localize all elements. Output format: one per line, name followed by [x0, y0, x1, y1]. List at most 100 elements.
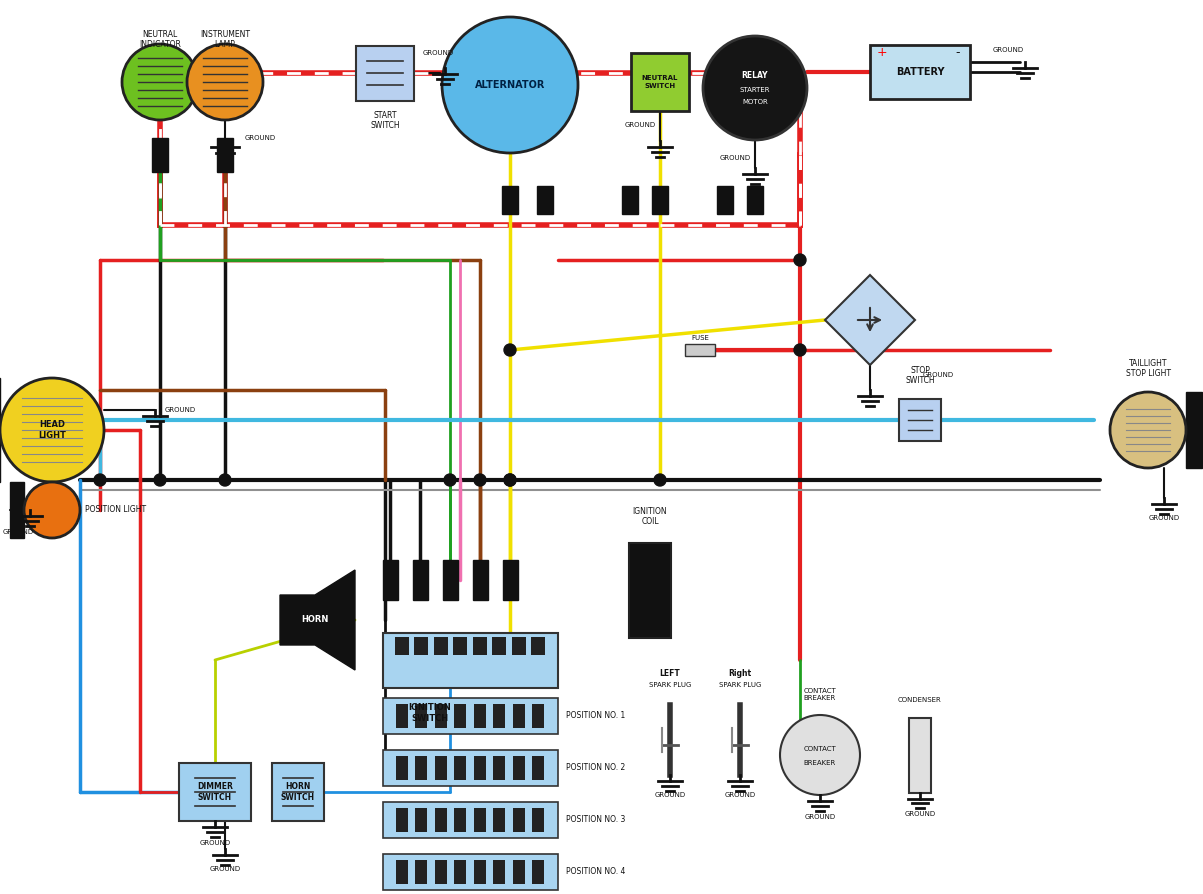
Bar [909, 718, 931, 792]
Bar [747, 186, 763, 214]
Bar [685, 344, 715, 356]
Bar [434, 859, 446, 883]
Bar [512, 859, 525, 883]
Text: HEAD
LIGHT: HEAD LIGHT [38, 420, 66, 440]
Bar [537, 186, 553, 214]
Bar [396, 859, 408, 883]
Text: POSITION NO. 3: POSITION NO. 3 [565, 815, 624, 824]
Text: MOTOR: MOTOR [742, 99, 768, 105]
Bar [493, 807, 505, 831]
Text: GROUND: GROUND [209, 866, 241, 872]
Text: IGNITION
SWITCH: IGNITION SWITCH [409, 704, 451, 723]
Text: Right: Right [729, 669, 752, 678]
Bar [383, 560, 397, 600]
Bar [10, 482, 24, 538]
FancyBboxPatch shape [356, 46, 414, 100]
Text: -: - [955, 46, 960, 60]
Circle shape [442, 17, 577, 153]
Polygon shape [825, 275, 915, 365]
Bar [503, 560, 517, 600]
Circle shape [219, 474, 231, 486]
Text: START
SWITCH: START SWITCH [371, 111, 399, 130]
Bar [1186, 392, 1202, 468]
Text: NEUTRAL
SWITCH: NEUTRAL SWITCH [642, 75, 678, 89]
Text: IGNITION
COIL: IGNITION COIL [633, 507, 668, 527]
Bar [474, 859, 486, 883]
Bar [632, 53, 689, 111]
FancyBboxPatch shape [179, 763, 251, 821]
Bar [474, 704, 486, 728]
Text: FUSE: FUSE [691, 335, 709, 341]
Text: POSITION LIGHT: POSITION LIGHT [85, 505, 146, 515]
Text: GROUND: GROUND [626, 122, 656, 128]
Text: DIMMER
SWITCH: DIMMER SWITCH [197, 782, 233, 802]
Bar [455, 755, 467, 780]
Bar [492, 637, 506, 654]
Circle shape [794, 254, 806, 266]
Text: SPARK PLUG: SPARK PLUG [648, 682, 692, 688]
Circle shape [654, 474, 666, 486]
Bar [511, 637, 526, 654]
Circle shape [186, 44, 263, 120]
Bar [415, 859, 427, 883]
Text: POSITION NO. 2: POSITION NO. 2 [565, 763, 624, 772]
Bar [415, 755, 427, 780]
Bar [455, 807, 467, 831]
Circle shape [122, 44, 198, 120]
Text: BATTERY: BATTERY [896, 67, 944, 77]
Bar [717, 186, 733, 214]
Bar [396, 755, 408, 780]
Bar [502, 186, 518, 214]
Text: GROUND: GROUND [165, 407, 196, 413]
Bar [414, 637, 428, 654]
Text: GROUND: GROUND [245, 135, 277, 141]
Bar [434, 807, 446, 831]
Bar [383, 802, 557, 838]
Text: NEUTRAL
INDICATOR: NEUTRAL INDICATOR [140, 30, 180, 49]
Circle shape [780, 715, 860, 795]
Circle shape [154, 474, 166, 486]
Bar [395, 637, 409, 654]
Text: CONTACT: CONTACT [804, 746, 836, 752]
Text: GROUND: GROUND [905, 812, 936, 817]
Text: GROUND: GROUND [992, 47, 1024, 53]
Bar [454, 637, 467, 654]
Text: GROUND: GROUND [654, 792, 686, 798]
Circle shape [24, 482, 81, 538]
Circle shape [504, 344, 516, 356]
Text: GROUND: GROUND [805, 814, 836, 820]
Bar [434, 755, 446, 780]
Text: CONTACT
BREAKER: CONTACT BREAKER [804, 688, 836, 701]
Circle shape [1110, 392, 1186, 468]
FancyBboxPatch shape [899, 399, 941, 441]
Bar [629, 543, 671, 637]
Bar [493, 704, 505, 728]
Text: HORN: HORN [301, 615, 328, 625]
Text: LEFT: LEFT [659, 669, 681, 678]
Bar [413, 560, 427, 600]
Bar [415, 807, 427, 831]
Text: GROUND: GROUND [423, 50, 454, 56]
Text: GROUND: GROUND [923, 372, 954, 378]
Text: GROUND: GROUND [724, 792, 755, 798]
Text: CONDENSER: CONDENSER [899, 697, 942, 704]
Circle shape [794, 344, 806, 356]
Bar [434, 637, 448, 654]
Bar [396, 704, 408, 728]
Text: ALTERNATOR: ALTERNATOR [475, 80, 545, 90]
Bar [531, 637, 545, 654]
Bar [443, 560, 457, 600]
Bar [532, 859, 544, 883]
Bar [383, 749, 557, 786]
Circle shape [703, 36, 807, 140]
Bar [622, 186, 638, 214]
Bar [532, 807, 544, 831]
Bar [493, 755, 505, 780]
Bar [217, 138, 233, 172]
Circle shape [504, 474, 516, 486]
FancyBboxPatch shape [272, 763, 324, 821]
Bar [473, 637, 487, 654]
Text: SPARK PLUG: SPARK PLUG [719, 682, 761, 688]
Bar [512, 807, 525, 831]
Bar [474, 755, 486, 780]
